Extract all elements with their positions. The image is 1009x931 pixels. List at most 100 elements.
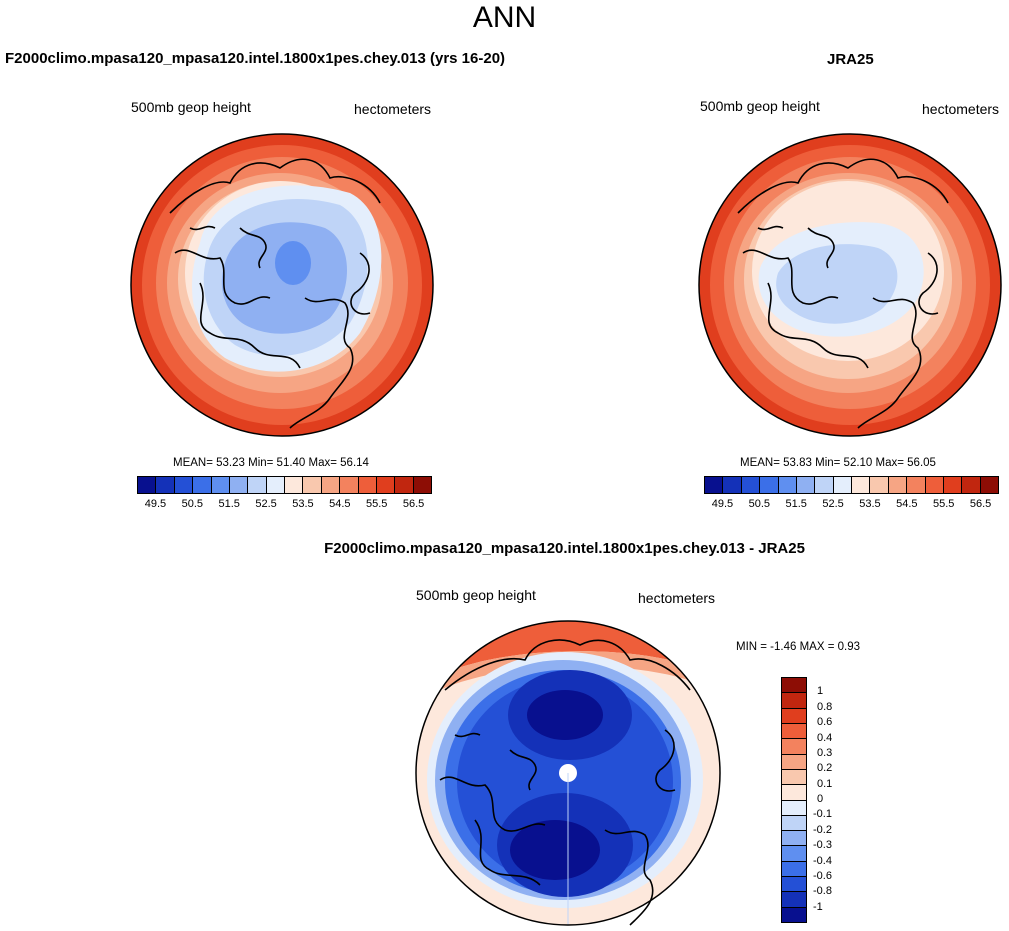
panel3-variable-label: 500mb geop height [416,587,536,603]
panel2-colorbar-swatch [852,477,871,493]
panel1-colorbar-swatch [321,477,341,493]
panel3-colorbar-tick-label: -0.2 [813,823,832,836]
panel3-stats: MIN = -1.46 MAX = 0.93 [736,641,861,653]
panel1-colorbar-swatch [193,477,212,493]
panel3-colorbar-swatch [782,769,806,786]
panel2-colorbar-swatch [778,477,797,493]
panel2-colorbar-tick-label: 54.5 [896,498,918,510]
panel2-colorbar-swatch [705,477,724,493]
panel3-colorbar-tick-label: 0.6 [817,716,833,729]
panel2-colorbar-tick-label: 55.5 [932,498,955,510]
panel3-colorbar-swatch [782,785,806,801]
panel1-colorbar-swatch [413,477,431,493]
panel1-colorbar-tick-label: 54.5 [329,498,351,510]
panel3-colorbar-swatch [782,739,806,755]
panel2-colorbar-swatch [925,477,944,493]
panel3-colorbar-tick-label: -0.4 [813,854,832,867]
panel2-colorbar [704,476,999,494]
panel3-colorbar-tick-label: -0.3 [813,839,832,852]
panel1-title: F2000climo.mpasa120_mpasa120.intel.1800x… [5,50,506,67]
panel2-colorbar-swatch [943,477,963,493]
panel3-colorbar-swatch [782,831,806,847]
panel1-colorbar-swatch [138,477,157,493]
panel3-colorbar-swatch [782,861,806,878]
panel1-colorbar-swatch [358,477,377,493]
panel2-colorbar-tick-label: 53.5 [859,498,881,510]
panel3-colorbar-ticks: 1 0.8 0.6 0.4 0.3 0.2 0.1 0 -0.1 -0.2 -0.3 -0.4 -0.6… [813,677,853,921]
panel2-colorbar-tick-label: 49.5 [711,498,734,510]
panel1-colorbar [137,476,432,494]
panel1-colorbar-swatch [376,477,396,493]
panel3-colorbar [781,677,807,923]
panel3-polar-map [415,620,721,926]
panel3-units-label: hectometers [638,590,716,606]
panel3-colorbar-swatch [782,693,806,709]
panel2-colorbar-swatch [815,477,834,493]
panel3-colorbar-tick-label: 0.3 [817,746,833,759]
panel3-colorbar-swatch [782,708,806,724]
panel2-colorbar-tick-label: 56.5 [969,498,992,510]
panel1-colorbar-swatch [395,477,414,493]
panel1-colorbar-tick-label: 52.5 [255,498,277,510]
panel3-colorbar-tick-label: -0.1 [813,808,832,821]
panel2-colorbar-swatch [723,477,742,493]
panel3-colorbar-tick-label: -0.8 [813,885,832,898]
panel1-colorbar-swatch [266,477,285,493]
main-title: ANN [472,1,537,34]
panel2-colorbar-swatch [741,477,761,493]
panel2-polar-map [698,133,1002,437]
panel2-colorbar-swatch [760,477,779,493]
panel3-colorbar-tick-label: 0.2 [817,762,833,775]
panel1-stats: MEAN= 53.23 Min= 51.40 Max= 56.14 [173,457,369,469]
panel2-colorbar-swatch [870,477,889,493]
panel3-colorbar-swatch [782,723,806,740]
panel1-colorbar-swatch [340,477,359,493]
panel3-colorbar-swatch [782,754,806,770]
panel2-colorbar-swatch [907,477,926,493]
panel1-colorbar-tick-label: 53.5 [292,498,314,510]
panel1-colorbar-swatch [285,477,304,493]
panel1-colorbar-swatch [229,477,249,493]
panel1-units-label: hectometers [354,101,432,117]
panel1-colorbar-tick-label: 56.5 [402,498,425,510]
panel1-colorbar-swatch [156,477,175,493]
panel2-colorbar-tick-label: 50.5 [748,498,771,510]
panel3-colorbar-tick-label: 0.1 [817,777,833,790]
panel1-colorbar-tick-label: 49.5 [144,498,167,510]
panel3-colorbar-tick-label: 0.8 [817,700,833,713]
panel2-colorbar-tick-label: 51.5 [785,498,807,510]
panel1-colorbar-swatch [211,477,230,493]
panel1-colorbar-swatch [174,477,194,493]
panel1-colorbar-tick-label: 50.5 [181,498,204,510]
panel2-colorbar-swatch [962,477,981,493]
panel3-colorbar-tick-label: -0.6 [813,869,832,882]
panel3-colorbar-tick-label: 0 [817,793,824,805]
panel1-variable-label: 500mb geop height [131,99,251,115]
panel3-colorbar-swatch [782,678,806,694]
panel1-polar-map [130,133,434,437]
panel1-colorbar-ticks: 49.5 50.5 51.5 52.5 53.5 54.5 55.5 56.5 [137,498,430,512]
panel3-colorbar-swatch [782,907,806,922]
panel2-variable-label: 500mb geop height [700,98,820,114]
panel1-colorbar-swatch [303,477,322,493]
panel3-colorbar-swatch [782,800,806,816]
panel3-colorbar-tick-label: -1 [813,900,823,913]
panel1-colorbar-tick-label: 55.5 [365,498,388,510]
panel1-colorbar-tick-label: 51.5 [218,498,240,510]
panel2-colorbar-swatch [833,477,852,493]
panel1-colorbar-swatch [248,477,267,493]
panel3-colorbar-swatch [782,892,806,908]
panel3-title: F2000climo.mpasa120_mpasa120.intel.1800x… [324,540,805,557]
panel3-colorbar-swatch [782,815,806,832]
panel3-colorbar-swatch [782,846,806,862]
panel2-title: JRA25 [827,51,874,68]
panel2-colorbar-swatch [796,477,816,493]
panel2-colorbar-tick-label: 52.5 [822,498,844,510]
panel2-colorbar-swatch [980,477,998,493]
panel2-colorbar-swatch [888,477,908,493]
panel2-colorbar-ticks: 49.5 50.5 51.5 52.5 53.5 54.5 55.5 56.5 [704,498,997,512]
panel3-colorbar-tick-label: 1 [817,685,824,698]
panel3-colorbar-tick-label: 0.4 [817,731,833,744]
panel2-units-label: hectometers [922,101,1000,117]
panel2-stats: MEAN= 53.83 Min= 52.10 Max= 56.05 [740,457,936,469]
